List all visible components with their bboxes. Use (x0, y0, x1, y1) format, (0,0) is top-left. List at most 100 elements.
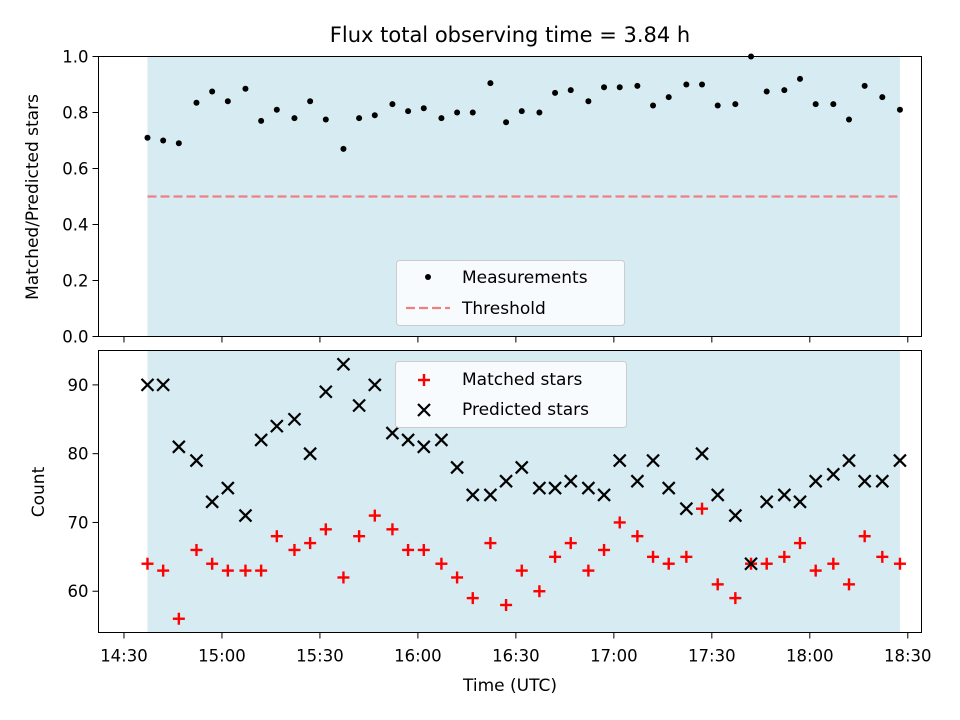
matched-star-point (255, 564, 268, 577)
measurement-point (830, 101, 837, 108)
matched-star-point (631, 530, 644, 543)
predicted-star-point (336, 357, 351, 372)
measurement-point (861, 82, 868, 89)
matched-star-point (319, 523, 332, 536)
measurement-point (567, 87, 574, 94)
predicted-star-point (270, 419, 284, 433)
predicted-star-point (156, 378, 170, 392)
matched-star-point (500, 598, 513, 611)
legend-label-predicted: Predicted stars (462, 400, 589, 420)
measurement-point (732, 101, 739, 108)
matched-star-point (288, 543, 301, 556)
bottom-y-tick-label: 60 (68, 582, 89, 601)
measurement-point (683, 81, 690, 88)
measurement-point (469, 109, 476, 116)
measurement-point (242, 85, 249, 92)
predicted-star-point (254, 433, 268, 447)
measurement-point (144, 134, 151, 141)
top-y-tick-label: 0.4 (62, 216, 88, 235)
predicted-star-point (808, 474, 823, 488)
predicted-star-point (352, 398, 366, 413)
predicted-star-point (630, 474, 645, 488)
predicted-star-point (385, 426, 400, 440)
matched-star-point (647, 550, 660, 563)
predicted-star-point (368, 378, 382, 392)
measurement-point (552, 89, 559, 96)
bottom-axes-frame (98, 350, 922, 633)
matched-star-point (402, 543, 415, 556)
measurement-point (714, 102, 721, 109)
bottom-x-tick-label: 16:30 (492, 647, 540, 666)
matched-star-point (484, 537, 497, 550)
matched-star-point (876, 550, 889, 563)
matched-star-point (172, 612, 185, 625)
top-legend-box (396, 260, 625, 326)
predicted-star-point (826, 467, 841, 482)
predicted-star-point (303, 446, 317, 461)
legend-label-matched: Matched stars (462, 370, 582, 390)
measurement-point (879, 94, 886, 101)
top-y-tick-label: 0.0 (62, 328, 88, 347)
predicted-star-point (695, 446, 709, 461)
measurement-point (650, 102, 657, 109)
matched-star-point (337, 571, 350, 584)
top-y-tick-label: 1.0 (62, 48, 88, 67)
measurement-point (616, 84, 623, 91)
predicted-star-point (532, 481, 547, 495)
predicted-star-point (499, 474, 513, 488)
bottom-x-tick-label: 14:30 (100, 647, 148, 666)
top-axes-frame (98, 56, 922, 337)
legend-marker-predicted (417, 403, 431, 417)
predicted-star-point (842, 453, 856, 468)
matched-star-point (680, 550, 693, 563)
predicted-star-point (221, 481, 235, 495)
measurement-point (160, 137, 167, 144)
predicted-star-point (465, 488, 480, 502)
bottom-y-tick-label: 90 (68, 376, 89, 395)
measurement-point (405, 108, 412, 115)
top-y-ticks: 0.0 0.2 0.4 0.6 0.8 1.0 (62, 48, 99, 347)
bottom-x-ticks: 14:30 15:00 15:30 16:00 16:30 17:00 17:30 18:00… (100, 632, 932, 666)
measurement-point (699, 81, 706, 88)
measurement-point (503, 119, 510, 126)
predicted-star-point (646, 453, 660, 468)
matched-star-point (157, 564, 170, 577)
measurement-point (665, 94, 672, 101)
measurement-point (454, 109, 461, 116)
predicted-star-point (189, 453, 204, 468)
matched-star-point (696, 502, 709, 515)
predicted-star-point (875, 474, 890, 488)
predicted-star-point (581, 481, 596, 495)
measurement-point (175, 140, 182, 147)
measurement-point (291, 115, 298, 122)
predicted-star-point (793, 495, 807, 509)
matched-star-point (515, 564, 528, 577)
measurement-point (322, 116, 329, 123)
measurement-point (812, 101, 819, 108)
legend-marker-matched (418, 374, 430, 386)
matched-star-point (760, 557, 773, 570)
predicted-star-point (401, 433, 415, 447)
predicted-star-point (172, 440, 186, 454)
measurement-point (193, 99, 200, 106)
predicted-star-point (893, 453, 907, 468)
legend-marker-measurements (425, 274, 431, 280)
predicted-star-point (514, 460, 529, 475)
measurement-point (371, 112, 378, 119)
matched-star-point (451, 571, 464, 584)
matched-star-point (549, 550, 562, 563)
bottom-legend-box (395, 361, 627, 428)
measurement-point (389, 101, 396, 108)
top-panel: 0.0 0.2 0.4 0.6 0.8 1.0 Flux total observing … (23, 23, 922, 347)
measurement-point (356, 115, 363, 122)
matched-star-point (564, 537, 577, 550)
predicted-star-point (238, 508, 253, 523)
bottom-y-axis-label: Count (29, 466, 49, 517)
x-axis-label: Time (UTC) (462, 676, 557, 696)
bottom-x-tick-label: 15:30 (296, 647, 344, 666)
measurement-point (585, 98, 592, 105)
predicted-star-point (563, 474, 578, 488)
measurement-point (781, 87, 788, 94)
